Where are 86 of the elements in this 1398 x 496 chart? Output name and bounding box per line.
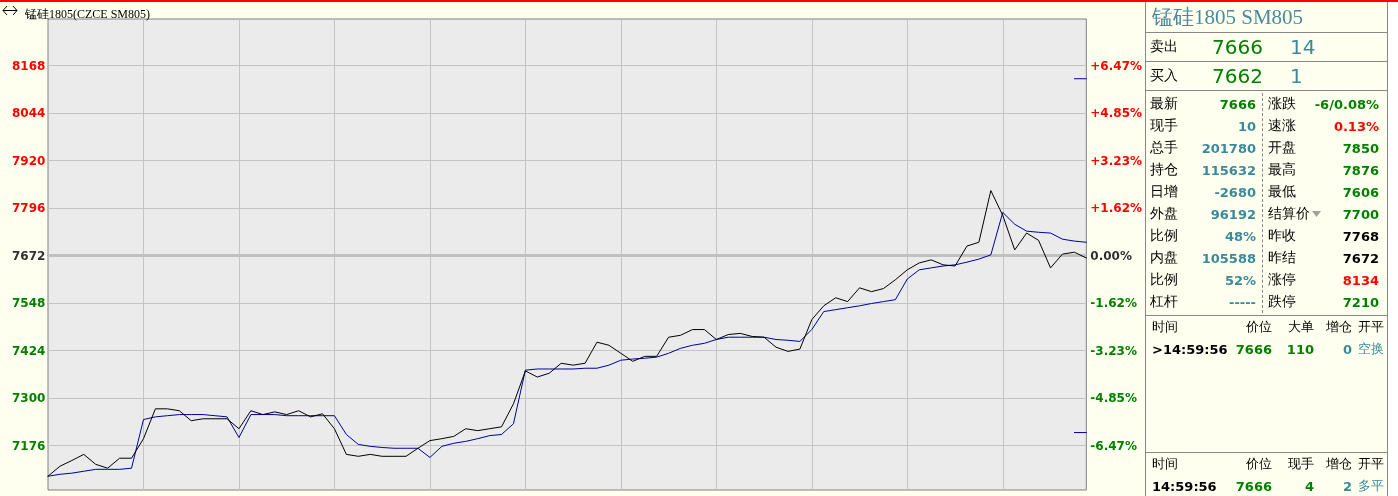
text: 7850 bbox=[1342, 140, 1380, 156]
text: 7666 bbox=[1234, 478, 1272, 494]
text: 外盘 bbox=[1150, 205, 1179, 223]
text: 速涨 bbox=[1268, 117, 1296, 135]
y-tick-label: 7920 bbox=[12, 153, 46, 168]
text: 结算价 bbox=[1268, 205, 1310, 223]
text: 0.13% bbox=[1333, 118, 1380, 134]
text: 8134 bbox=[1342, 272, 1380, 288]
y-tick-label: 7796 bbox=[12, 201, 46, 216]
y2-tick-label: +1.62% bbox=[1090, 201, 1142, 216]
text: 7662 bbox=[1212, 64, 1264, 88]
text: 7666 bbox=[1212, 35, 1264, 59]
text: 大单 bbox=[1287, 318, 1314, 336]
text: 7700 bbox=[1342, 206, 1380, 222]
y-tick-label: 7176 bbox=[12, 438, 46, 453]
y2-tick-label: -3.23% bbox=[1090, 343, 1137, 358]
text: >14:59:56 bbox=[1152, 341, 1228, 357]
text: 开平 bbox=[1357, 455, 1385, 473]
text: 昨结 bbox=[1268, 249, 1296, 267]
text: 开平 bbox=[1357, 318, 1385, 336]
y2-tick-label: +3.23% bbox=[1090, 153, 1142, 168]
text: 4 bbox=[1303, 478, 1314, 494]
text: 现手 bbox=[1150, 117, 1179, 135]
y-tick-label: 7548 bbox=[12, 296, 46, 311]
text: 内盘 bbox=[1150, 249, 1179, 267]
text: 跌停 bbox=[1268, 293, 1296, 311]
text: 价位 bbox=[1245, 455, 1272, 473]
text: 14:59:56 bbox=[1152, 478, 1218, 494]
text: 7606 bbox=[1342, 184, 1380, 200]
text: 买入 bbox=[1150, 67, 1179, 85]
text: 增仓 bbox=[1325, 318, 1352, 336]
text: 7666 bbox=[1218, 96, 1256, 112]
y-tick-label: 7424 bbox=[12, 343, 46, 358]
text: 105588 bbox=[1200, 250, 1256, 266]
text: 7672 bbox=[1342, 250, 1380, 266]
text: 14 bbox=[1289, 35, 1316, 59]
text: 涨停 bbox=[1268, 271, 1296, 289]
text: 1 bbox=[1289, 64, 1303, 88]
text: 7666 bbox=[1235, 341, 1272, 357]
text: 时间 bbox=[1152, 455, 1179, 473]
text: 锰硅1805 SM805 bbox=[1146, 2, 1387, 33]
text: 比例 bbox=[1150, 271, 1179, 289]
text: 96192 bbox=[1209, 206, 1256, 222]
y-tick-label: 7300 bbox=[12, 391, 46, 406]
text: -6/0.08% bbox=[1314, 96, 1380, 112]
text: 空换 bbox=[1357, 340, 1385, 358]
text: 201780 bbox=[1200, 140, 1256, 156]
text: 2 bbox=[1341, 478, 1352, 494]
text: 比例 bbox=[1150, 227, 1179, 245]
text: 价位 bbox=[1245, 318, 1272, 336]
text: 杠杆 bbox=[1150, 293, 1179, 311]
text: 10 bbox=[1236, 118, 1256, 134]
y-tick-label: 8168 bbox=[12, 58, 46, 73]
text: 最高 bbox=[1268, 161, 1296, 179]
text: 总手 bbox=[1150, 139, 1179, 157]
text: 多平 bbox=[1357, 477, 1385, 495]
y-tick-label: 7672 bbox=[12, 248, 46, 263]
text: 0 bbox=[1341, 341, 1352, 357]
y-tick-label: 8044 bbox=[12, 106, 46, 121]
text: 现手 bbox=[1287, 455, 1314, 473]
text: 115632 bbox=[1200, 162, 1256, 178]
y2-tick-label: +4.85% bbox=[1090, 106, 1142, 121]
text: 48% bbox=[1223, 228, 1256, 244]
y2-tick-label: -6.47% bbox=[1090, 438, 1137, 453]
y2-tick-label: -1.62% bbox=[1090, 296, 1137, 311]
text: 涨跌 bbox=[1268, 95, 1296, 113]
y2-tick-label: 0.00% bbox=[1090, 248, 1132, 263]
text: 日增 bbox=[1150, 183, 1179, 201]
text: -2680 bbox=[1213, 184, 1256, 200]
text: 时间 bbox=[1152, 318, 1179, 336]
text: 开盘 bbox=[1268, 139, 1296, 157]
text: 最新 bbox=[1150, 95, 1179, 113]
text: 增仓 bbox=[1325, 455, 1352, 473]
text: 最低 bbox=[1268, 183, 1296, 201]
text: 52% bbox=[1223, 272, 1256, 288]
text: 110 bbox=[1285, 341, 1314, 357]
text: 7768 bbox=[1342, 228, 1380, 244]
chart-title: 锰硅1805(CZCE SM805) bbox=[24, 7, 151, 21]
text: 7210 bbox=[1342, 294, 1380, 310]
y2-tick-label: -4.85% bbox=[1090, 391, 1137, 406]
text: 卖出 bbox=[1150, 38, 1179, 56]
text: 持仓 bbox=[1150, 161, 1179, 179]
y2-tick-label: +6.47% bbox=[1090, 58, 1142, 73]
text: 7876 bbox=[1342, 162, 1380, 178]
text: ----- bbox=[1228, 294, 1256, 310]
text: 昨收 bbox=[1268, 227, 1296, 245]
